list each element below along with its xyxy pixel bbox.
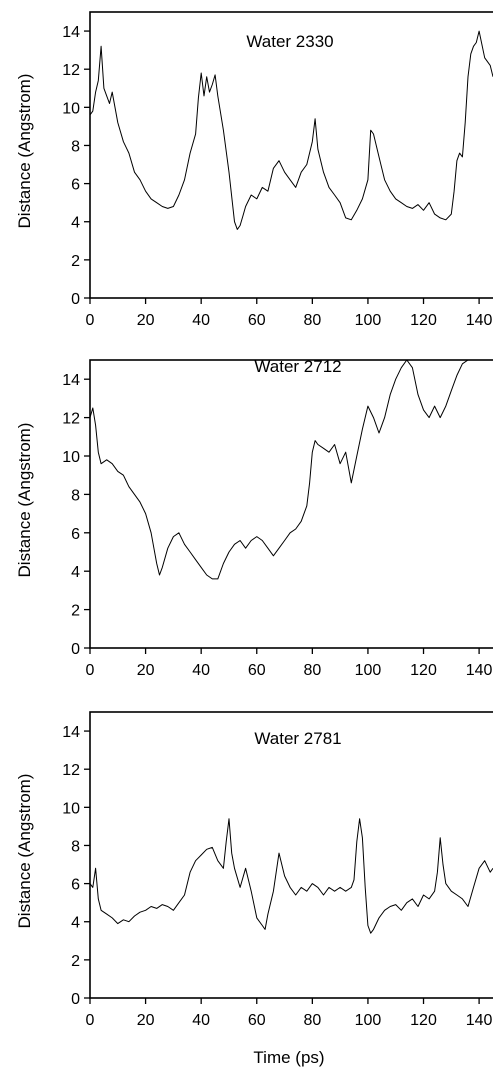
- plot-frame: [89, 11, 493, 299]
- y-tick-label: 10: [62, 449, 80, 466]
- x-tick-label: 100: [355, 312, 382, 329]
- x-tick-label: 80: [303, 1012, 321, 1029]
- panel-title: Water 2712: [254, 357, 341, 376]
- x-tick-label: 0: [86, 312, 95, 329]
- x-tick-label: 20: [137, 312, 155, 329]
- y-axis-label: Distance (Angstrom): [15, 74, 34, 229]
- x-tick-label: 80: [303, 312, 321, 329]
- y-tick-label: 6: [71, 526, 80, 543]
- series-line: [90, 30, 493, 230]
- x-tick-label: 0: [86, 662, 95, 679]
- y-tick-label: 8: [71, 838, 80, 855]
- y-tick-label: 4: [71, 915, 80, 932]
- series-line: [90, 360, 480, 580]
- y-tick-label: 10: [62, 100, 80, 117]
- y-tick-label: 0: [71, 291, 80, 308]
- panel-title: Water 2781: [254, 729, 341, 748]
- x-tick-label: 40: [192, 1012, 210, 1029]
- y-tick-label: 4: [71, 215, 80, 232]
- y-tick-label: 8: [71, 487, 80, 504]
- y-axis-label: Distance (Angstrom): [15, 423, 34, 578]
- y-axis-label: Distance (Angstrom): [15, 774, 34, 929]
- panel-title: Water 2330: [246, 32, 333, 51]
- x-tick-label: 40: [192, 312, 210, 329]
- x-tick-label: 80: [303, 662, 321, 679]
- plot-frame: [89, 711, 493, 999]
- y-tick-label: 12: [62, 411, 80, 428]
- y-tick-label: 14: [62, 724, 80, 741]
- x-tick-label: 20: [137, 1012, 155, 1029]
- x-tick-label: 140: [466, 662, 493, 679]
- x-tick-label: 0: [86, 1012, 95, 1029]
- x-tick-label: 100: [355, 1012, 382, 1029]
- y-tick-label: 2: [71, 253, 80, 270]
- x-tick-label: 60: [248, 1012, 266, 1029]
- y-tick-label: 0: [71, 991, 80, 1008]
- x-tick-label: 100: [355, 662, 382, 679]
- y-tick-label: 8: [71, 138, 80, 155]
- y-tick-label: 2: [71, 953, 80, 970]
- x-axis-label: Time (ps): [253, 1048, 324, 1067]
- x-tick-label: 60: [248, 662, 266, 679]
- y-tick-label: 14: [62, 372, 80, 389]
- y-tick-label: 12: [62, 762, 80, 779]
- y-tick-label: 12: [62, 62, 80, 79]
- y-tick-label: 6: [71, 177, 80, 194]
- x-tick-label: 120: [410, 662, 437, 679]
- x-tick-label: 120: [410, 312, 437, 329]
- x-tick-label: 140: [466, 1012, 493, 1029]
- y-tick-label: 0: [71, 641, 80, 658]
- x-tick-label: 60: [248, 312, 266, 329]
- y-tick-label: 6: [71, 877, 80, 894]
- x-tick-label: 20: [137, 662, 155, 679]
- y-tick-label: 2: [71, 603, 80, 620]
- x-tick-label: 120: [410, 1012, 437, 1029]
- x-tick-label: 140: [466, 312, 493, 329]
- y-tick-label: 14: [62, 24, 80, 41]
- series-line: [90, 818, 493, 934]
- x-tick-label: 40: [192, 662, 210, 679]
- plot-frame: [89, 359, 493, 649]
- y-tick-label: 4: [71, 564, 80, 581]
- y-tick-label: 10: [62, 800, 80, 817]
